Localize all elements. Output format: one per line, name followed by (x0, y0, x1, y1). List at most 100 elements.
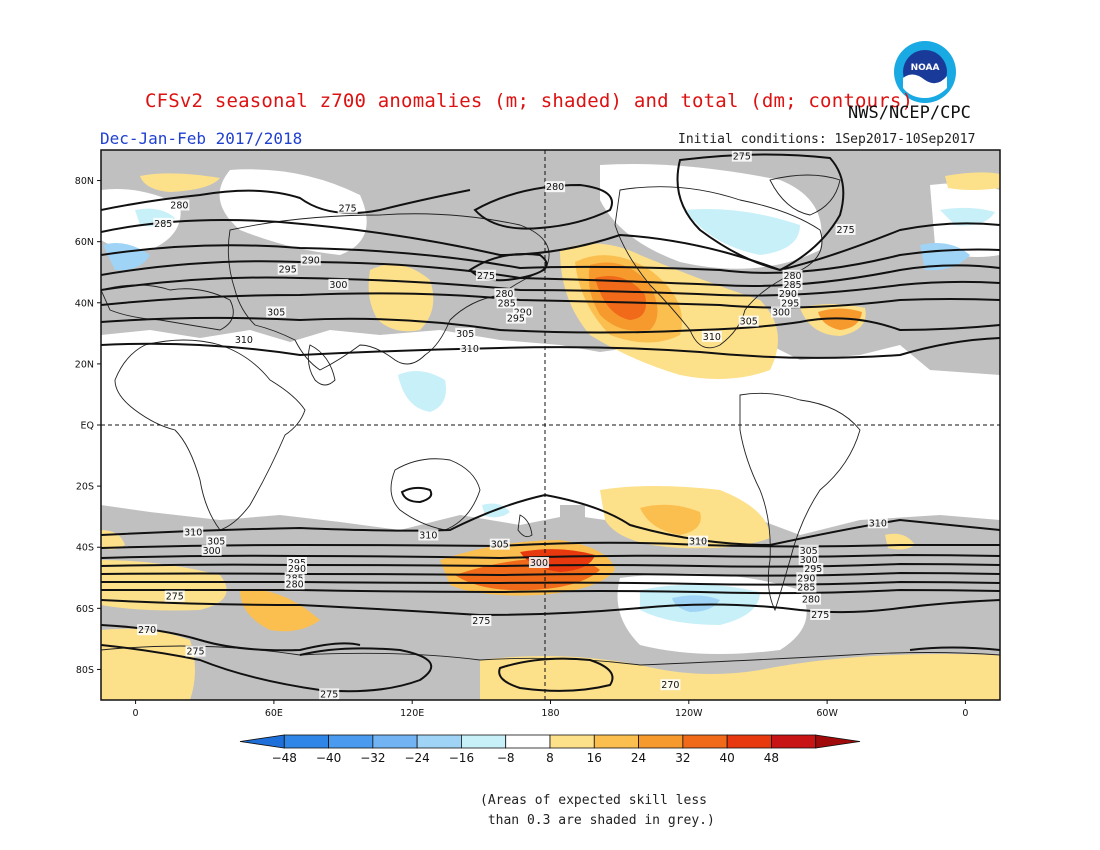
contour-305-sh (101, 541, 1000, 549)
contour-label: 275 (337, 202, 358, 215)
contour-label: 280 (800, 593, 821, 606)
contour-280-sh (101, 588, 1000, 595)
contour-label: 285 (796, 581, 817, 593)
lat-label: 80S (76, 665, 94, 676)
initial-conditions-label: Initial conditions: 1Sep2017-10Sep2017 (678, 132, 976, 147)
colorbar-tick-label: −40 (316, 751, 341, 765)
contour-label-text: 300 (530, 558, 548, 569)
contour-label-text: 270 (138, 625, 156, 636)
lat-label: 40S (76, 543, 94, 554)
contour-label: 285 (153, 217, 174, 230)
colorbar-swatch (549, 734, 595, 749)
contour-label: 300 (771, 306, 792, 318)
contour-label: 280 (169, 199, 190, 212)
contour-label-text: 270 (661, 680, 679, 691)
contour-label-text: 275 (320, 689, 338, 700)
contour-285-sh (101, 580, 1000, 586)
contour-label-text: 280 (495, 289, 513, 300)
colorbar-swatch (461, 734, 507, 749)
contour-label-text: 275 (186, 647, 204, 658)
map-plot-area: 2752802752752802852902953003053102752802… (101, 150, 1000, 700)
lon-label: 180 (541, 708, 559, 719)
india-coast (307, 344, 336, 386)
contour-label: 275 (835, 223, 856, 236)
contour-label: 275 (471, 615, 492, 627)
contour-300-nh (101, 292, 1000, 309)
colorbar-tick-label: 16 (587, 751, 602, 765)
contour-label: 285 (782, 278, 803, 291)
contour-label-text: 310 (461, 344, 479, 355)
latitude-axis: 80N 60N 40N 20N EQ 20S 40S 60S 80S (75, 176, 101, 676)
contour-label: 275 (731, 150, 752, 163)
contour-label-text: 290 (797, 573, 815, 584)
new-zealand-coast (517, 514, 533, 538)
contour-label: 290 (777, 288, 798, 300)
contour-label: 280 (782, 269, 803, 282)
contour-label: 295 (803, 563, 824, 575)
colorbar-tick-label: 32 (675, 751, 690, 765)
lat-label: 60S (76, 604, 94, 615)
contour-label: 290 (300, 254, 321, 267)
contour-label: 300 (328, 278, 349, 291)
season-label: Dec-Jan-Feb 2017/2018 (100, 129, 303, 148)
contour-label: 295 (277, 263, 298, 276)
contour-label-text: 295 (781, 298, 799, 309)
colorbar-swatch (815, 734, 861, 749)
contour-label: 305 (266, 306, 287, 318)
contour-label: 280 (284, 578, 305, 590)
colorbar-tick-label: 40 (720, 751, 735, 765)
contour-labels: 2752802752752802852902953003053102752802… (137, 150, 888, 700)
contour-label-text: 290 (288, 564, 306, 575)
contour-label: 305 (455, 327, 476, 340)
contour-310-nh (101, 337, 1000, 359)
contour-label: 290 (286, 563, 307, 575)
colorbar-tick-label: 48 (764, 751, 779, 765)
contour-label-text: 305 (456, 329, 474, 340)
contour-label-text: 300 (203, 546, 221, 557)
contour-label-text: 310 (689, 537, 707, 548)
contour-label: 280 (545, 181, 566, 193)
contour-label-text: 275 (733, 152, 751, 163)
lon-label: 120W (675, 708, 703, 719)
lat-label: EQ (81, 421, 94, 432)
contour-295-nh (101, 276, 1000, 297)
contour-300-sh (101, 553, 1000, 560)
colorbar-swatch (682, 734, 728, 749)
colorbar-tick-label: −48 (272, 751, 297, 765)
contour-label-text: 305 (207, 537, 225, 548)
asia-coast (227, 213, 550, 371)
contour-label: 305 (206, 535, 227, 548)
contour-label: 310 (459, 343, 480, 355)
colorbar-swatch (416, 734, 462, 749)
contour-label-text: 275 (836, 225, 854, 236)
contour-280-nh (101, 218, 1000, 272)
colorbar-tick-label: −24 (404, 751, 429, 765)
contour-label: 310 (701, 330, 722, 343)
contour-label: 305 (738, 315, 759, 328)
contour-305-nh (101, 316, 1000, 334)
contour-label-text: 280 (783, 271, 801, 282)
contour-label-text: 310 (419, 531, 437, 542)
contour-label-text: 310 (235, 335, 253, 346)
agency-label: NWS/NCEP/CPC (848, 103, 971, 123)
contour-label: 275 (164, 590, 185, 603)
contour-label-text: 300 (329, 280, 347, 291)
colorbar-swatch (771, 734, 817, 749)
contour-275-sh-b (101, 644, 433, 693)
contour-label-text: 295 (804, 564, 822, 575)
colorbar-swatch (638, 734, 684, 749)
contour-label: 295 (780, 297, 801, 309)
contour-label-text: 280 (170, 201, 188, 212)
contour-285-nh (101, 244, 1000, 274)
colorbar-swatch (726, 734, 772, 749)
contour-label-text: 305 (491, 540, 509, 551)
contour-label-text: 275 (477, 271, 495, 282)
colorbar-tick-label: −16 (449, 751, 474, 765)
colorbar-tick-label: −8 (497, 751, 515, 765)
contour-label-text: 300 (800, 555, 818, 566)
contour-label: 270 (660, 679, 681, 691)
contour-label-text: 310 (869, 518, 887, 529)
colorbar-tick-label: 8 (546, 751, 554, 765)
contour-275-sh (101, 599, 1000, 617)
lat-label: 20S (76, 482, 94, 493)
